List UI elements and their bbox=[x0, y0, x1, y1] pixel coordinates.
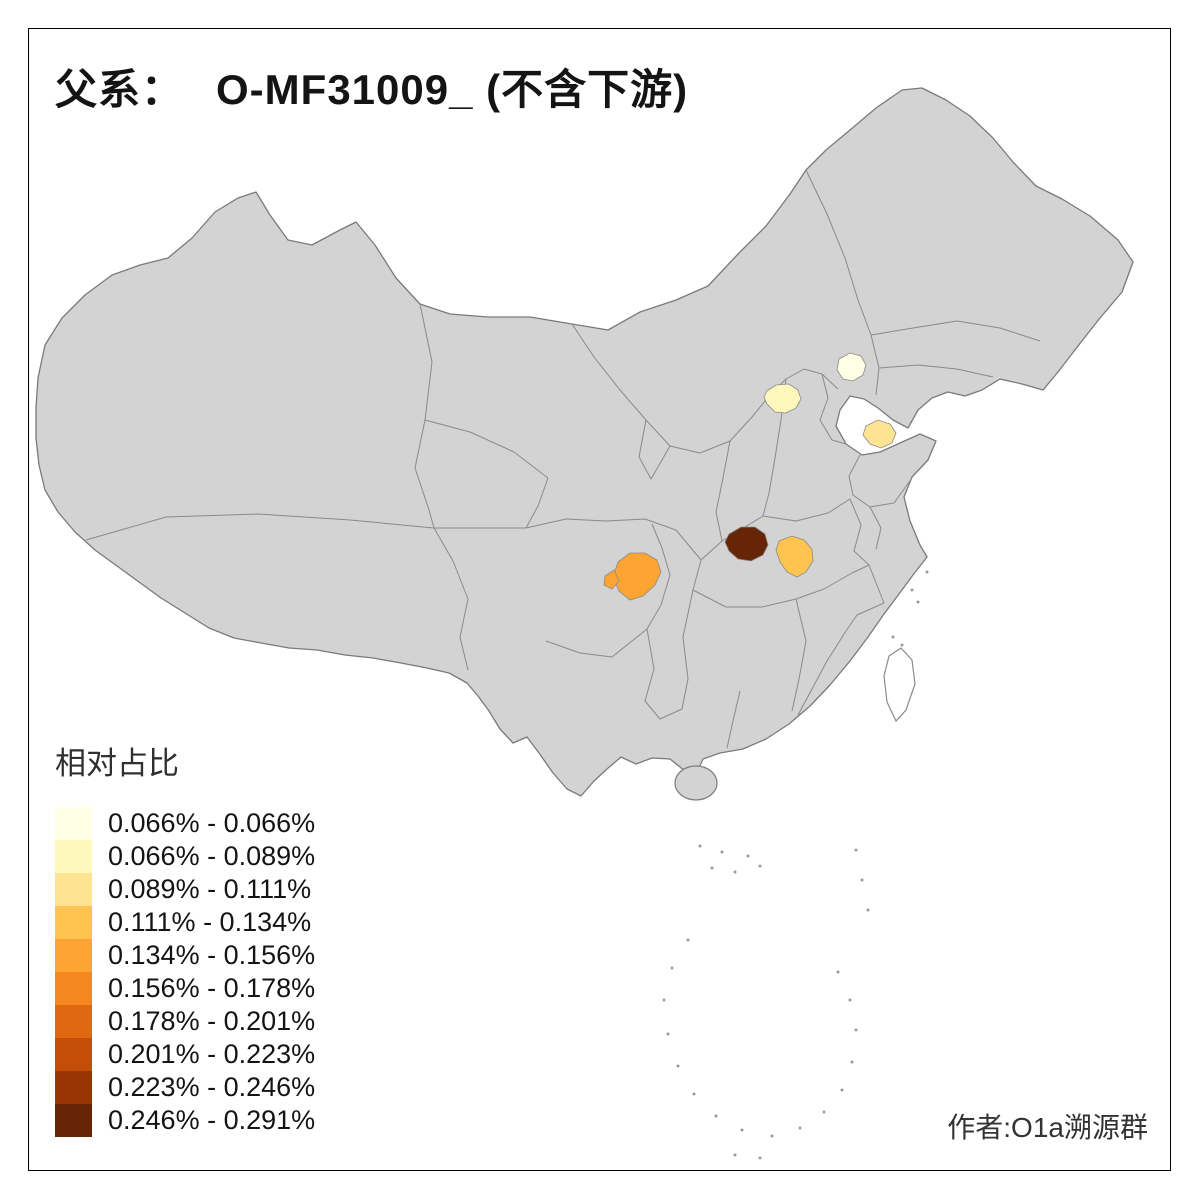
legend-title: 相对占比 bbox=[55, 746, 179, 781]
legend-swatch bbox=[55, 1071, 92, 1104]
title-prefix: 父系： bbox=[55, 66, 185, 113]
province-border bbox=[85, 513, 435, 541]
title-main: O-MF31009_ (不含下游) bbox=[216, 66, 689, 113]
province-border bbox=[644, 628, 683, 720]
highlighted-regions bbox=[603, 352, 897, 601]
attribution: 作者:O1a溯源群 bbox=[947, 1112, 1148, 1143]
legend-label: 0.201% - 0.223% bbox=[108, 1039, 316, 1069]
province-border bbox=[797, 630, 847, 716]
legend-swatch bbox=[55, 873, 92, 906]
province-border bbox=[525, 518, 702, 561]
province-border bbox=[715, 440, 731, 542]
region-southwest-fragment bbox=[603, 569, 620, 590]
legend-swatch bbox=[55, 807, 92, 840]
province-border bbox=[791, 598, 807, 712]
province-border bbox=[823, 564, 870, 590]
legend-row: 0.066% - 0.066% bbox=[55, 807, 315, 840]
province-border bbox=[424, 419, 549, 479]
legend-row: 0.111% - 0.134% bbox=[55, 906, 315, 939]
province-border bbox=[638, 419, 671, 480]
legend-label: 0.066% - 0.089% bbox=[108, 841, 316, 871]
mainland bbox=[35, 87, 1134, 797]
legend-row: 0.178% - 0.201% bbox=[55, 1005, 315, 1038]
legend-row: 0.223% - 0.246% bbox=[55, 1071, 315, 1104]
legend-row: 0.246% - 0.291% bbox=[55, 1104, 315, 1137]
legend-label: 0.066% - 0.066% bbox=[108, 808, 316, 838]
mainland-outline bbox=[35, 87, 1134, 797]
legend-swatch bbox=[55, 1104, 92, 1137]
province-border bbox=[870, 320, 1041, 342]
taiwan-island bbox=[883, 647, 916, 723]
hainan-island bbox=[674, 765, 718, 801]
legend-swatch bbox=[55, 939, 92, 972]
province-border bbox=[646, 523, 671, 630]
legend-row: 0.089% - 0.111% bbox=[55, 873, 315, 906]
legend-label: 0.134% - 0.156% bbox=[108, 940, 316, 970]
province-border bbox=[726, 690, 741, 749]
province-border bbox=[414, 303, 435, 529]
legend-label: 0.178% - 0.201% bbox=[108, 1006, 316, 1036]
legend-label: 0.111% - 0.134% bbox=[108, 907, 312, 937]
legend-swatch bbox=[55, 972, 92, 1005]
province-border bbox=[545, 628, 648, 658]
region-central-dark bbox=[724, 526, 769, 562]
province-border bbox=[845, 602, 885, 632]
legend-row: 0.066% - 0.089% bbox=[55, 840, 315, 873]
legend: 相对占比 0.066% - 0.066% 0.066% - 0.089% 0.0… bbox=[55, 738, 315, 1137]
legend-row: 0.156% - 0.178% bbox=[55, 972, 315, 1005]
region-central-east bbox=[775, 535, 814, 578]
province-border bbox=[848, 454, 913, 508]
province-border bbox=[878, 364, 994, 378]
legend-label: 0.223% - 0.246% bbox=[108, 1072, 316, 1102]
province-border bbox=[692, 588, 825, 608]
province-border bbox=[681, 589, 694, 710]
legend-items: 0.066% - 0.066% 0.066% - 0.089% 0.089% -… bbox=[55, 807, 315, 1137]
legend-row: 0.201% - 0.223% bbox=[55, 1038, 315, 1071]
legend-swatch bbox=[55, 840, 92, 873]
region-northeast bbox=[836, 352, 867, 382]
map-title: 父系： O-MF31009_ (不含下游) bbox=[55, 56, 688, 117]
legend-row: 0.134% - 0.156% bbox=[55, 939, 315, 972]
province-border bbox=[819, 373, 847, 445]
province-borders bbox=[85, 169, 1041, 749]
province-border bbox=[868, 564, 885, 604]
province-border bbox=[849, 498, 870, 566]
province-border bbox=[869, 506, 882, 550]
legend-swatch bbox=[55, 1005, 92, 1038]
islands bbox=[662, 570, 929, 1160]
sea-islands bbox=[662, 570, 929, 1160]
legend-swatch bbox=[55, 1038, 92, 1071]
legend-swatch bbox=[55, 906, 92, 939]
province-border bbox=[571, 323, 671, 447]
legend-label: 0.156% - 0.178% bbox=[108, 973, 316, 1003]
region-southwest bbox=[612, 552, 662, 601]
province-border bbox=[433, 527, 469, 671]
province-border bbox=[762, 498, 851, 522]
legend-label: 0.246% - 0.291% bbox=[108, 1105, 316, 1135]
region-east-peninsula bbox=[862, 419, 897, 449]
province-border bbox=[434, 477, 549, 529]
legend-label: 0.089% - 0.111% bbox=[108, 874, 312, 904]
region-north bbox=[763, 383, 802, 414]
